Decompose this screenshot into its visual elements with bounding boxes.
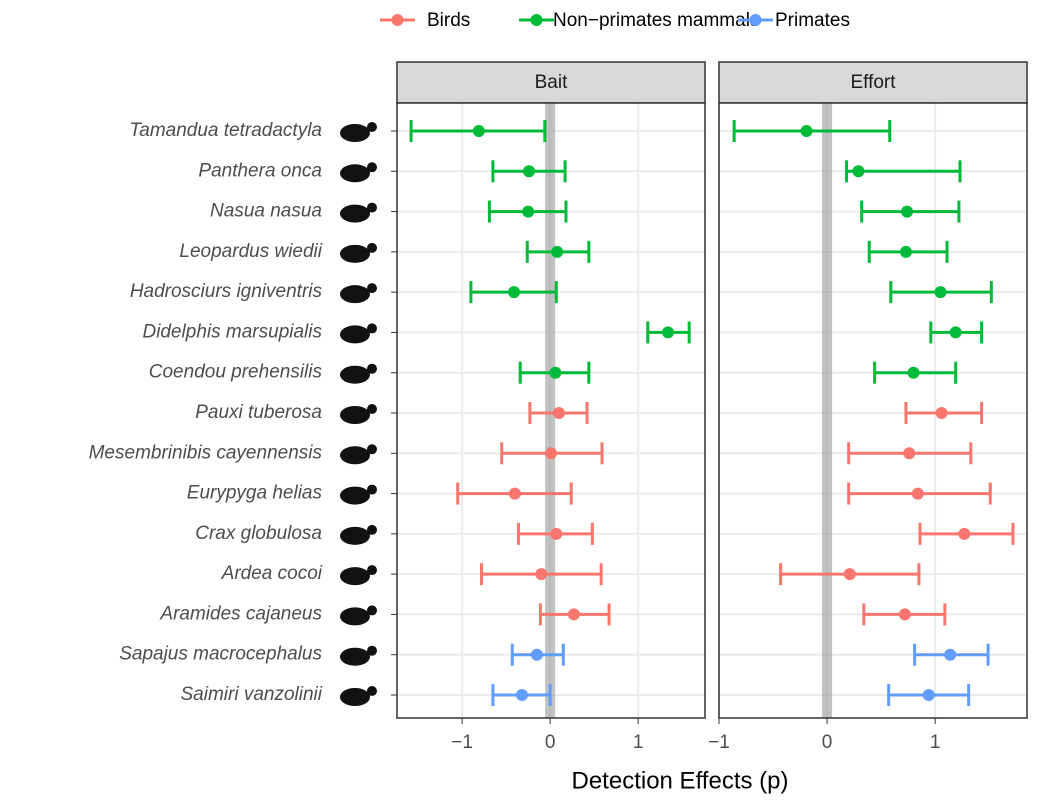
- species-icon: [340, 688, 370, 706]
- species-icon: [340, 124, 370, 142]
- y-tick-label: Sapajus macrocephalus: [119, 644, 322, 665]
- point: [907, 366, 920, 379]
- strip: [718, 61, 1028, 104]
- point: [852, 165, 865, 178]
- species-icon: [340, 647, 370, 666]
- y-tick-label: Coendou prehensilis: [149, 362, 323, 383]
- species-icon: [367, 444, 377, 455]
- species-icon: [367, 323, 377, 334]
- x-axis-title: Detection Effects (p): [572, 767, 789, 794]
- point: [515, 689, 528, 701]
- point: [523, 165, 535, 178]
- legend-marker: [391, 14, 404, 26]
- panel-border: [718, 102, 1028, 719]
- species-icon: [367, 404, 377, 414]
- species-icon: [340, 526, 370, 545]
- legend-label: Birds: [427, 10, 470, 31]
- point: [662, 326, 675, 339]
- point: [903, 447, 916, 460]
- y-tick-label: Hadrosciurs igniventris: [130, 281, 323, 302]
- point: [508, 286, 521, 299]
- y-tick-label: Tamandua tetradactyla: [129, 120, 322, 141]
- point: [545, 447, 557, 460]
- point: [944, 648, 957, 661]
- point: [508, 487, 521, 500]
- point: [552, 407, 565, 419]
- x-tick-label: 0: [822, 732, 833, 753]
- point: [901, 205, 914, 218]
- x-tick-label: −1: [451, 732, 473, 753]
- y-tick-label: Panthera onca: [198, 160, 322, 181]
- species-icon: [367, 565, 377, 576]
- y-tick-label: Leopardus wiedii: [179, 241, 322, 262]
- species-icon: [367, 283, 377, 294]
- point: [530, 648, 543, 661]
- point: [800, 125, 813, 137]
- panel-border: [396, 102, 706, 719]
- point: [898, 608, 911, 621]
- point: [472, 125, 485, 137]
- species-icon: [367, 162, 377, 173]
- species-icon: [340, 164, 370, 183]
- legend-marker: [530, 14, 543, 26]
- species-icon: [367, 645, 377, 656]
- legend-label: Primates: [775, 10, 850, 31]
- point: [922, 689, 935, 701]
- point: [522, 205, 535, 218]
- species-icon: [367, 122, 377, 132]
- species-icon: [340, 567, 370, 586]
- species-icon: [367, 605, 377, 616]
- species-icon: [367, 202, 377, 213]
- species-icon: [340, 325, 370, 344]
- point: [535, 568, 548, 581]
- point: [935, 407, 948, 419]
- y-tick-label: Mesembrinibis cayennensis: [89, 442, 323, 463]
- species-icon: [367, 242, 377, 253]
- point: [899, 245, 912, 258]
- point: [550, 527, 563, 540]
- y-tick-label: Nasua nasua: [210, 201, 322, 222]
- species-icon: [367, 484, 377, 495]
- x-tick-label: 1: [633, 732, 644, 753]
- species-icon: [340, 446, 370, 465]
- species-icon: [367, 363, 377, 374]
- point: [551, 245, 564, 258]
- species-icon: [340, 607, 370, 626]
- species-icon: [340, 285, 370, 304]
- legend-marker: [749, 14, 762, 26]
- strip-label: Bait: [535, 72, 568, 93]
- x-tick-label: 1: [930, 732, 941, 753]
- species-icon: [340, 244, 370, 263]
- species-icon: [340, 406, 370, 424]
- point: [843, 568, 856, 581]
- point: [911, 487, 924, 500]
- point: [567, 608, 580, 621]
- y-tick-label: Crax globulosa: [195, 523, 322, 544]
- species-icon: [340, 365, 370, 384]
- strip: [396, 61, 706, 104]
- point: [949, 326, 962, 339]
- species-icon: [340, 204, 370, 223]
- y-tick-label: Saimiri vanzolinii: [181, 684, 323, 705]
- y-tick-label: Aramides cajaneus: [159, 603, 322, 624]
- species-icon: [340, 486, 370, 505]
- point: [934, 286, 947, 299]
- y-tick-label: Didelphis marsupialis: [142, 321, 322, 342]
- point: [549, 366, 562, 379]
- x-tick-label: 0: [545, 732, 556, 753]
- x-tick-label: −1: [708, 732, 730, 753]
- species-icon: [367, 686, 377, 696]
- y-tick-label: Eurypyga helias: [187, 483, 323, 504]
- legend-label: Non−primates mammals: [553, 10, 759, 31]
- y-tick-label: Ardea cocoi: [221, 563, 323, 584]
- strip-label: Effort: [850, 72, 896, 93]
- species-icon: [367, 524, 377, 535]
- point: [958, 527, 971, 540]
- y-tick-label: Pauxi tuberosa: [195, 402, 322, 423]
